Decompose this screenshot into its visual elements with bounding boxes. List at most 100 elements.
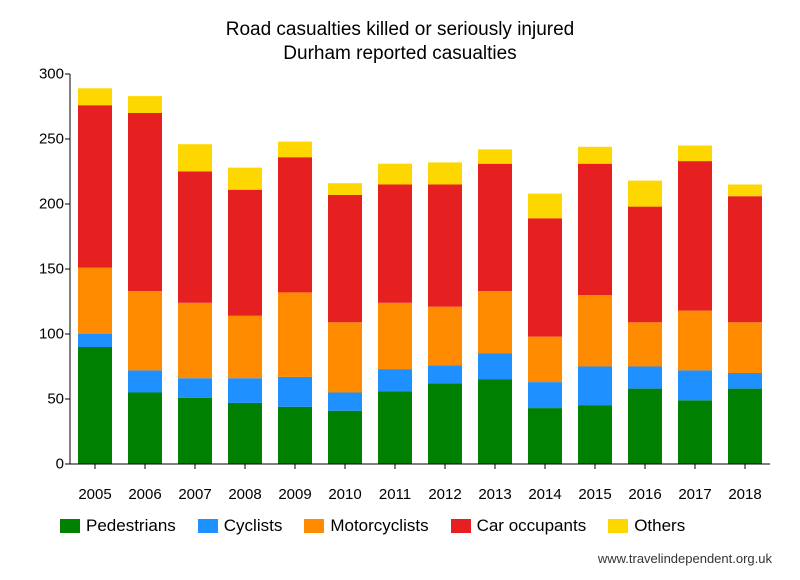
x-axis-labels: 2005200620072008200920102011201220132014…	[70, 486, 770, 506]
bar-segment	[678, 370, 712, 400]
y-tick-label: 250	[14, 130, 64, 147]
bar-segment	[428, 383, 462, 464]
title-line-1: Road casualties killed or seriously inju…	[226, 19, 575, 40]
bar-segment	[678, 400, 712, 464]
x-tick-label: 2008	[228, 486, 261, 503]
x-tick-label: 2012	[428, 486, 461, 503]
x-tick-label: 2018	[728, 486, 761, 503]
bar-segment	[378, 391, 412, 464]
bar-segment	[578, 163, 612, 294]
y-tick-label: 300	[14, 65, 64, 82]
bar-segment	[328, 392, 362, 410]
bar-segment	[428, 184, 462, 306]
x-tick-label: 2014	[528, 486, 561, 503]
x-tick-label: 2013	[478, 486, 511, 503]
legend-swatch	[608, 519, 628, 533]
bar-segment	[528, 408, 562, 464]
legend-label: Cyclists	[224, 516, 283, 536]
y-tick-label: 100	[14, 325, 64, 342]
x-tick-label: 2005	[78, 486, 111, 503]
footer-credit: www.travelindependent.org.uk	[598, 551, 772, 566]
y-tick-label: 50	[14, 390, 64, 407]
bar-segment	[128, 370, 162, 392]
plot-area	[70, 74, 770, 464]
bar-segment	[728, 373, 762, 389]
bar-segment	[728, 322, 762, 373]
legend-label: Pedestrians	[86, 516, 176, 536]
bar-segment	[628, 206, 662, 322]
bar-segment	[178, 378, 212, 398]
bar-segment	[178, 302, 212, 377]
bar-segment	[128, 113, 162, 291]
bar-segment	[228, 315, 262, 377]
bar-segment	[528, 218, 562, 336]
x-tick-label: 2016	[628, 486, 661, 503]
bar-segment	[678, 161, 712, 311]
bar-segment	[678, 310, 712, 370]
bar-segment	[228, 189, 262, 315]
legend-label: Car occupants	[477, 516, 587, 536]
title-line-2: Durham reported casualties	[283, 43, 516, 64]
legend-item: Cyclists	[198, 516, 283, 536]
chart-title: Road casualties killed or seriously inju…	[30, 18, 770, 66]
legend-item: Car occupants	[451, 516, 587, 536]
bar-segment	[178, 144, 212, 171]
plot-wrap: 050100150200250300	[70, 74, 770, 464]
x-tick-label: 2015	[578, 486, 611, 503]
bar-segment	[678, 145, 712, 161]
bar-segment	[428, 162, 462, 184]
bar-segment	[578, 295, 612, 367]
legend-item: Motorcyclists	[304, 516, 428, 536]
bar-segment	[728, 184, 762, 196]
bar-segment	[728, 388, 762, 463]
legend-label: Motorcyclists	[330, 516, 428, 536]
bar-segment	[328, 183, 362, 195]
bar-segment	[578, 366, 612, 405]
bar-segment	[328, 194, 362, 321]
bar-segment	[528, 193, 562, 218]
bar-segment	[378, 184, 412, 302]
legend-swatch	[198, 519, 218, 533]
bar-segment	[378, 163, 412, 184]
bar-segment	[78, 334, 112, 347]
legend-label: Others	[634, 516, 685, 536]
bar-segment	[78, 347, 112, 464]
bar-segment	[278, 376, 312, 406]
bar-segment	[78, 88, 112, 105]
bar-segment	[228, 167, 262, 189]
bar-segment	[378, 302, 412, 368]
bar-segment	[378, 369, 412, 391]
bar-segment	[428, 306, 462, 365]
bar-segment	[528, 382, 562, 408]
bar-segment	[228, 402, 262, 463]
bar-segment	[478, 163, 512, 290]
bar-segment	[628, 180, 662, 206]
legend: Pedestrians Cyclists Motorcyclists Car occu…	[60, 516, 800, 536]
bar-segment	[278, 406, 312, 463]
bar-segment	[478, 379, 512, 464]
bar-segment	[628, 322, 662, 366]
bar-segment	[178, 171, 212, 302]
bar-segment	[628, 388, 662, 463]
bar-segment	[128, 291, 162, 370]
bar-segment	[578, 405, 612, 464]
bar-segment	[628, 366, 662, 388]
y-tick-label: 0	[14, 455, 64, 472]
bar-segment	[178, 397, 212, 463]
bar-segment	[128, 392, 162, 464]
legend-item: Pedestrians	[60, 516, 176, 536]
legend-swatch	[60, 519, 80, 533]
bar-segment	[278, 157, 312, 292]
x-tick-label: 2010	[328, 486, 361, 503]
bar-segment	[478, 149, 512, 163]
bar-segment	[78, 105, 112, 268]
bar-segment	[228, 378, 262, 403]
bar-segment	[278, 141, 312, 157]
bar-segment	[528, 336, 562, 382]
bar-segment	[428, 365, 462, 383]
bar-segment	[78, 267, 112, 333]
bar-segment	[128, 96, 162, 113]
chart-container: Road casualties killed or seriously inju…	[30, 18, 770, 464]
x-tick-label: 2011	[379, 486, 411, 503]
legend-swatch	[304, 519, 324, 533]
